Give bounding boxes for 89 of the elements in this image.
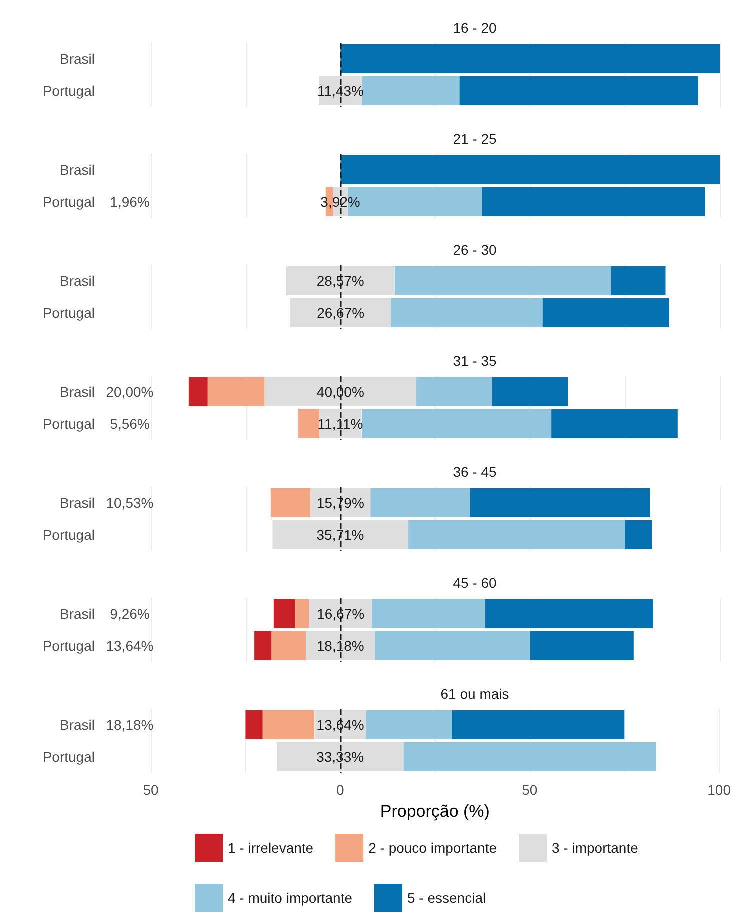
y-tick-label: Brasil	[60, 273, 95, 289]
data-label: 11,43%	[317, 83, 364, 99]
bar	[298, 410, 320, 438]
bar	[375, 632, 530, 660]
bar	[452, 710, 625, 740]
text: 1,96%	[110, 194, 150, 210]
data-label: 18,18%	[316, 638, 364, 654]
data-label: 33,33%	[316, 749, 364, 765]
y-tick-label: Brasil	[60, 384, 95, 400]
y-tick-label: Portugal	[42, 638, 95, 654]
x-tick-label: 0	[336, 782, 345, 798]
bar	[404, 742, 656, 772]
chart-title: 36 - 45	[453, 464, 498, 480]
chart-title: 21 - 25	[453, 131, 498, 147]
x-axis-title: Proporção (%)	[380, 802, 490, 821]
data-label: 40,00%	[316, 384, 364, 400]
text: 5,56%	[110, 416, 150, 432]
chart-title: 26 - 30	[453, 242, 498, 258]
text: 9,26%	[110, 606, 150, 622]
bar	[552, 410, 678, 438]
bar	[484, 600, 654, 628]
data-label: 28,57%	[316, 273, 364, 289]
bar	[274, 600, 295, 628]
bar	[295, 600, 310, 628]
bar	[188, 378, 208, 406]
bar	[416, 378, 492, 406]
bar	[286, 266, 395, 296]
bar	[542, 298, 670, 328]
bar	[254, 632, 272, 660]
data-label: 11,11%	[318, 416, 364, 432]
data-label: 26,67%	[317, 305, 365, 321]
bar	[262, 710, 314, 740]
bar	[492, 378, 568, 406]
legend-label: 1 - irrelevante	[228, 840, 314, 856]
data-label: 15,79%	[316, 495, 364, 511]
bar	[272, 632, 306, 660]
bar	[277, 742, 404, 772]
bar	[408, 520, 626, 550]
data-label: 16,67%	[317, 606, 365, 622]
legend-label: 2 - pouco importante	[368, 840, 498, 856]
bar	[340, 44, 720, 74]
bar	[370, 488, 470, 518]
chart-title: 61 ou mais	[440, 686, 510, 702]
annotation: 18,18%	[106, 717, 154, 733]
bar	[362, 76, 460, 106]
y-tick-label: Portugal	[42, 83, 95, 99]
x-tick-label: 50	[522, 782, 538, 798]
chart-title: 31 - 35	[453, 353, 498, 369]
legend-label: 5 - essencial	[407, 890, 486, 906]
chart-title: 16 - 20	[453, 20, 498, 36]
annotation: 10,53%	[106, 495, 154, 511]
y-tick-label: Brasil	[60, 606, 95, 622]
y-tick-label: Brasil	[60, 51, 95, 67]
y-tick-label: Brasil	[60, 717, 95, 733]
bar	[290, 298, 392, 328]
bar	[264, 378, 417, 406]
y-tick-label: Brasil	[60, 495, 95, 511]
bar	[391, 298, 543, 328]
x-tick-label: 50	[143, 782, 159, 798]
bar	[460, 76, 698, 106]
y-tick-label: Portugal	[42, 305, 95, 321]
bar	[246, 710, 263, 740]
chart-title: 45 - 60	[453, 575, 498, 591]
y-tick-label: Portugal	[42, 527, 95, 543]
bar	[362, 410, 552, 438]
bar	[270, 488, 311, 518]
bar	[482, 188, 706, 216]
bar	[612, 266, 666, 296]
bar	[272, 520, 408, 550]
bar	[625, 520, 652, 550]
bar	[372, 600, 484, 628]
legend-label: 3 - importante	[552, 840, 639, 856]
bar	[530, 632, 634, 660]
y-tick-label: Portugal	[42, 194, 95, 210]
data-label: 13,64%	[316, 717, 364, 733]
annotation: 13,64%	[106, 638, 154, 654]
x-tick-label: 100	[708, 782, 732, 798]
bar	[470, 488, 650, 518]
data-label: 3,92%	[320, 194, 360, 210]
y-tick-label: Portugal	[42, 416, 95, 432]
bar	[208, 378, 265, 406]
bar	[394, 266, 612, 296]
y-tick-label: Brasil	[60, 162, 95, 178]
bar	[366, 710, 452, 740]
bar	[340, 156, 720, 184]
legend-label: 4 - muito importante	[228, 890, 353, 906]
annotation: 20,00%	[106, 384, 154, 400]
y-tick-label: Portugal	[42, 749, 95, 765]
data-label: 35,71%	[316, 527, 364, 543]
